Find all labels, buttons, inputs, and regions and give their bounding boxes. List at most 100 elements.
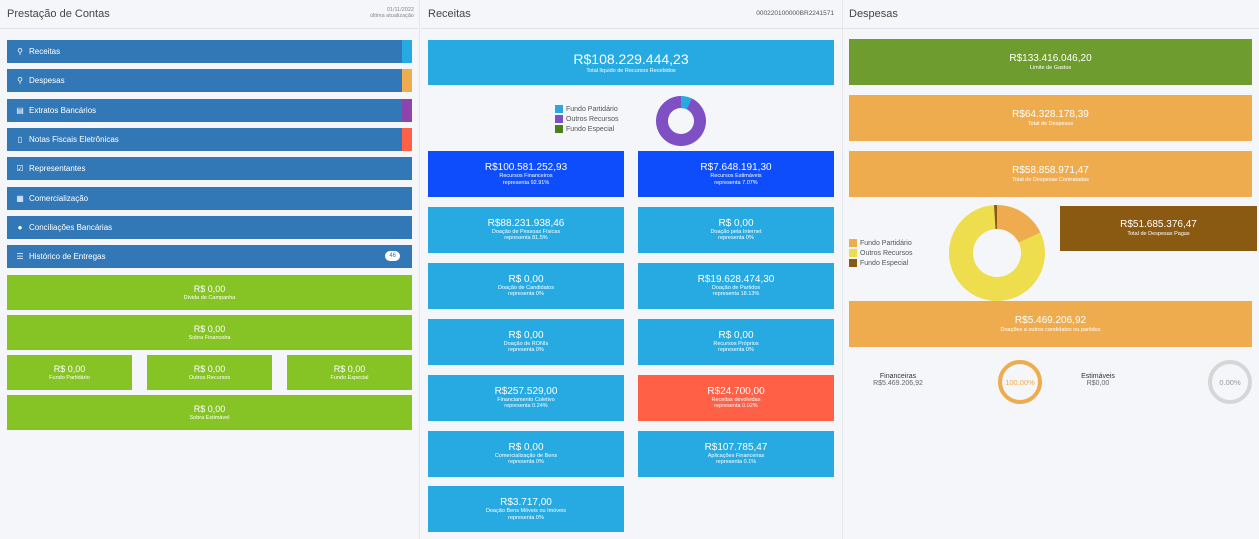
list-icon: ☰ (16, 252, 24, 262)
menu-item-label: Comercialização (29, 193, 89, 203)
legend-swatch (849, 239, 857, 247)
legend-swatch (849, 259, 857, 267)
box-value: R$257.529,00 (494, 385, 558, 397)
menu-item-notas-fiscais-eletr-nicas[interactable]: ▯ Notas Fiscais Eletrônicas (7, 127, 412, 151)
box-value: R$58.858.971,47 (1012, 164, 1089, 176)
box-label: Financiamento Coletivo (497, 396, 555, 403)
box-label: Outros Recursos (188, 374, 231, 381)
receita-box: R$19.628.474,30 Doação de Partidos represe… (638, 262, 834, 309)
box-label: Doação de RONIs (503, 340, 549, 347)
column-separator (419, 0, 420, 539)
receita-box: R$7.648.191,30 Recursos Estimáveis represe… (638, 151, 834, 197)
legend-label: Fundo Partidário (566, 105, 618, 113)
box-value: R$100.581.252,93 (484, 162, 568, 173)
box-label: Sobra Financeira (188, 334, 231, 341)
menu-item-extratos-banc-rios[interactable]: ▤ Extratos Bancários (7, 98, 412, 122)
financeiras-progress-ring: 100.00% (998, 360, 1042, 404)
box-percent: representa 0.24% (504, 403, 548, 410)
box-value: R$ 0,00 (508, 329, 544, 341)
box-value: R$19.628.474,30 (697, 273, 775, 285)
last-update-caption: última atualização (369, 13, 414, 19)
box-label: Doação de Candidatos (498, 284, 554, 291)
divider (421, 28, 842, 29)
box-percent: representa 0% (508, 514, 544, 521)
box-label: Doações a outros candidatos ou partidos (1000, 326, 1101, 333)
financeiras-stat: Financeiras R$5.469.206,92 (863, 373, 933, 387)
box-value: R$64.328.178,39 (1012, 108, 1089, 120)
search-icon: ⚲ (17, 76, 23, 86)
menu-item-comercializa-o[interactable]: ▦ Comercialização (7, 186, 412, 210)
prestacao-de-contas-panel: Prestação de Contas 01/11/2022 última at… (0, 0, 418, 539)
box-value: R$ 0,00 (333, 363, 366, 374)
legend-label: Outros Recursos (566, 115, 619, 123)
stat-value: R$5.469.206,92 (873, 380, 923, 387)
fundo-especial-box: R$ 0,00 Fundo Especial (287, 355, 412, 390)
receita-box: R$257.529,00 Financiamento Coletivo repres… (428, 374, 624, 421)
box-percent: representa 92.91% (502, 179, 550, 186)
legend-label: Fundo Especial (860, 259, 909, 267)
legend-swatch (555, 125, 563, 133)
checkbox-icon: ☑ (16, 164, 24, 174)
menu-item-concilia-es-banc-rias[interactable]: ● Conciliações Bancárias (7, 215, 412, 239)
receita-box: R$107.785,47 Aplicações Financeiras repres… (638, 430, 834, 477)
panel-title: Prestação de Contas (7, 8, 110, 20)
menu-item-receitas[interactable]: ⚲ Receitas (7, 40, 412, 63)
receita-box: R$ 0,00 Doação de Candidatos representa 0% (428, 262, 624, 309)
receita-box: R$24.700,00 Receitas devolvidas representa… (638, 374, 834, 421)
ring-percent-text: 100.00% (1005, 378, 1035, 387)
box-percent: representa 0% (718, 347, 754, 354)
divida-campanha-box: R$ 0,00 Dívida de Campanha (7, 275, 412, 310)
legend-item: Outros Recursos (849, 248, 913, 258)
menu-item-despesas[interactable]: ⚲ Despesas (7, 69, 412, 93)
legend-item: Fundo Especial (555, 124, 619, 134)
legend-label: Fundo Partidário (860, 239, 912, 247)
menu-item-hist-rico-de-entregas[interactable]: ☰ Histórico de Entregas 46 (7, 245, 412, 269)
ring-fill (998, 360, 1042, 404)
menu-item-label: Extratos Bancários (29, 105, 97, 115)
box-value: R$133.416.046,20 (1009, 52, 1092, 64)
box-value: R$88.231.938,46 (487, 217, 565, 229)
ring-percent-text: 0.00% (1219, 378, 1241, 387)
limite-gastos-box: R$133.416.046,20 Limite de Gastos (849, 39, 1252, 85)
count-badge: 46 (385, 251, 400, 262)
donut-slice-fundo-partidario (681, 96, 692, 110)
legend-item: Fundo Partidário (555, 104, 619, 114)
despesas-panel: Despesas R$133.416.046,20 Limite de Gast… (843, 0, 1259, 539)
legend-item: Fundo Partidário (849, 238, 913, 248)
box-label: Doação pela Internet (710, 228, 762, 235)
box-label: Fundo Especial (330, 374, 369, 381)
stat-label: Estimáveis (1081, 373, 1115, 380)
receita-box: R$ 0,00 Recursos Próprios representa 0% (638, 318, 834, 365)
legend-item: Fundo Especial (849, 258, 913, 268)
legend-swatch (555, 115, 563, 123)
box-label: Doação de Pessoas Físicas (491, 228, 561, 235)
search-icon: ⚲ (17, 47, 23, 56)
box-percent: representa 0% (508, 291, 544, 298)
box-label: Total de Despesas (1027, 120, 1074, 127)
box-percent: representa 0.02% (714, 403, 758, 410)
box-percent: representa 18.13% (712, 291, 760, 298)
stat-value: R$0,00 (1086, 380, 1110, 387)
box-value: R$ 0,00 (508, 441, 544, 453)
color-indicator (402, 69, 412, 93)
box-label: Sobra Estimável (189, 414, 230, 421)
donut-slice-fundo-especial (993, 205, 997, 230)
box-percent: representa 0% (508, 459, 544, 465)
box-value: R$ 0,00 (193, 283, 226, 294)
fundo-partidario-box: R$ 0,00 Fundo Partidário (7, 355, 132, 390)
donut-slice-outros-recursos (656, 96, 706, 146)
comments-icon: ● (17, 222, 23, 232)
menu-item-label: Notas Fiscais Eletrônicas (29, 134, 119, 144)
receita-box: R$ 0,00 Doação de RONIs representa 0% (428, 318, 624, 365)
donut-slice-outros-recursos (949, 205, 1045, 301)
box-value: R$107.785,47 (704, 441, 768, 453)
panel-title: Receitas (428, 8, 471, 20)
menu-item-representantes[interactable]: ☑ Representantes (7, 157, 412, 181)
menu-item-label: Despesas (29, 76, 65, 86)
menu-item-label: Conciliações Bancárias (29, 222, 113, 232)
despesas-legend: Fundo Partidário Outros Recursos Fundo Esp… (849, 238, 913, 268)
file-icon: ▯ (17, 134, 23, 144)
outros-recursos-box: R$ 0,00 Outros Recursos (147, 355, 272, 390)
sobra-estimavel-box: R$ 0,00 Sobra Estimável (7, 395, 412, 430)
receitas-donut-chart (656, 96, 706, 146)
